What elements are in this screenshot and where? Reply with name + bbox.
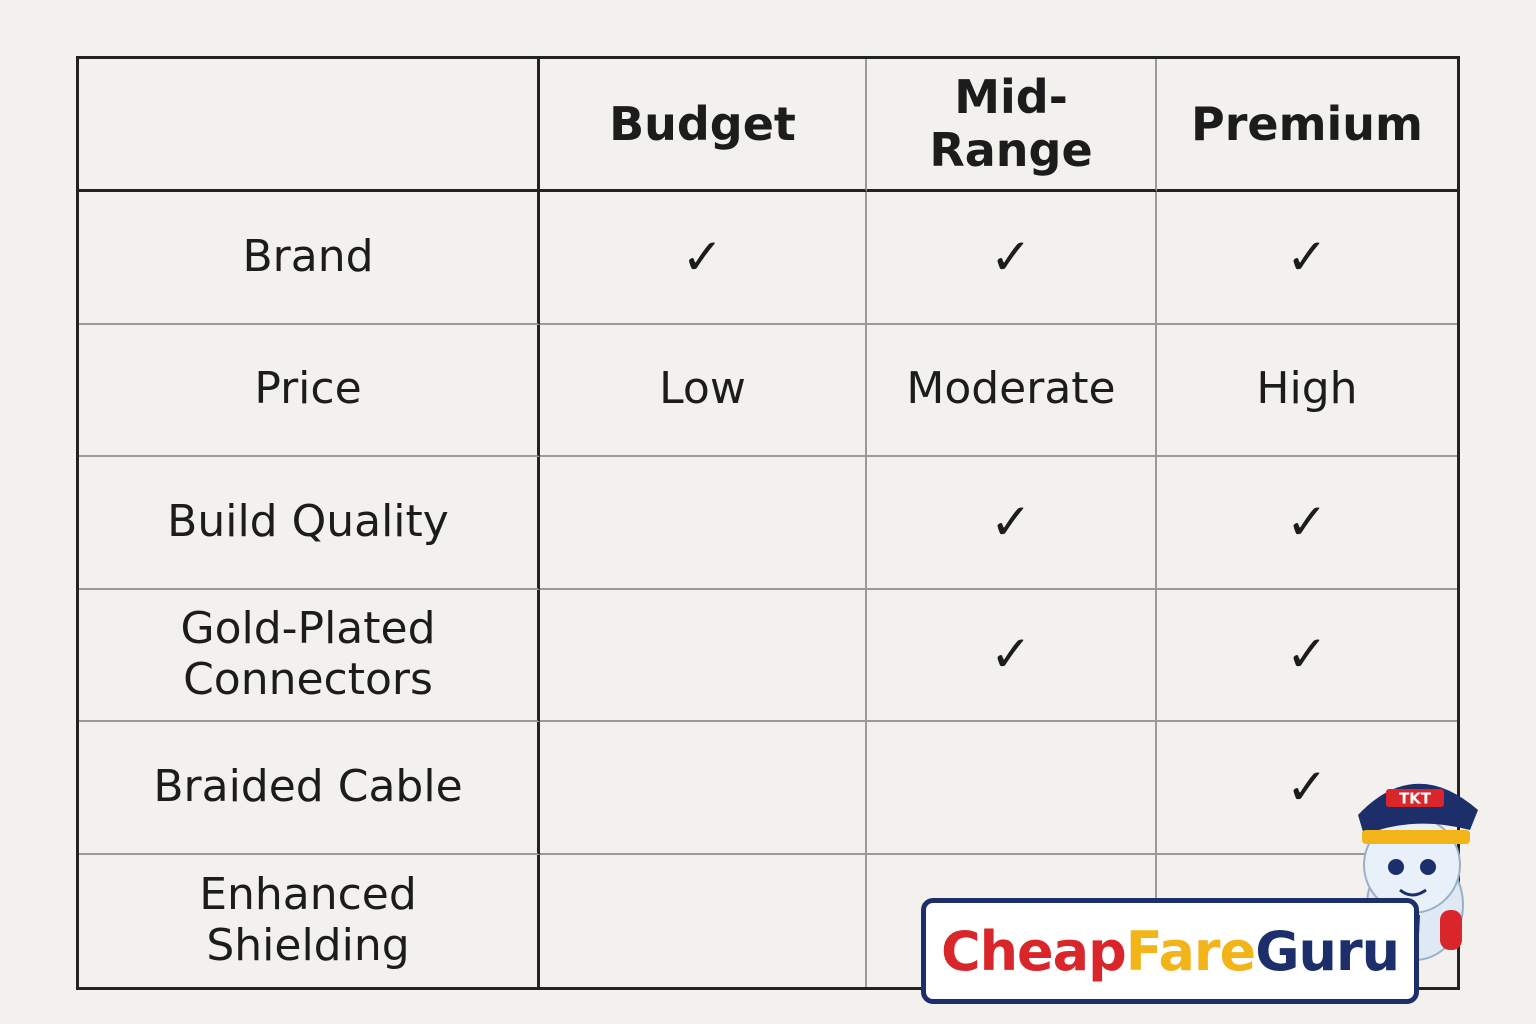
cell-text: ✓ xyxy=(990,492,1032,551)
cell-text: ✓ xyxy=(1286,492,1328,551)
cell-text: Premium xyxy=(1191,96,1423,151)
table-cell xyxy=(867,722,1157,855)
cell-text: ✓ xyxy=(681,227,724,286)
watermark-part: Cheap xyxy=(940,919,1127,983)
table-cell: ✓ xyxy=(867,589,1157,722)
cell-text: ✓ xyxy=(990,227,1032,286)
table-cell: ✓ xyxy=(1157,192,1457,325)
cell-text: Price xyxy=(254,363,362,415)
table-cell: ✓ xyxy=(540,192,867,325)
table-cell: ✓ xyxy=(1157,590,1457,722)
cell-text: ✓ xyxy=(990,625,1032,683)
cell-text: Enhanced Shielding xyxy=(199,869,417,971)
table-cell: ✓ xyxy=(867,457,1157,590)
column-header: Mid-Range xyxy=(867,59,1157,192)
row-label: Price xyxy=(79,324,540,457)
row-label: Enhanced Shielding xyxy=(79,854,540,987)
table-cell xyxy=(540,722,867,855)
cell-text: Budget xyxy=(609,96,796,151)
cell-text: Build Quality xyxy=(167,495,449,547)
badge-text: TKT xyxy=(1399,790,1432,808)
column-header: Premium xyxy=(1157,59,1457,192)
cell-text: Braided Cable xyxy=(153,760,463,812)
cell-text: ✓ xyxy=(1286,757,1328,816)
table-cell: ✓ xyxy=(1157,722,1457,855)
table-cell: ✓ xyxy=(1157,457,1457,590)
cell-text: High xyxy=(1256,363,1358,415)
table-cell xyxy=(540,589,867,722)
watermark: Cheap Fare Guru xyxy=(921,898,1419,1004)
row-label: Brand xyxy=(79,192,540,325)
watermark-part: Fare xyxy=(1125,919,1256,983)
column-header: Budget xyxy=(540,59,867,192)
row-label: Braided Cable xyxy=(79,722,540,855)
row-label: Gold-Plated Connectors xyxy=(79,589,540,722)
cell-text: Brand xyxy=(242,230,374,282)
table-cell xyxy=(540,457,867,590)
cell-text: Moderate xyxy=(906,363,1116,415)
cell-text: ✓ xyxy=(1286,625,1328,683)
cell-text: ✓ xyxy=(1286,227,1328,286)
watermark-part: Guru xyxy=(1255,919,1400,983)
corner-cell xyxy=(79,59,540,192)
table-cell xyxy=(540,854,867,987)
comparison-table: Budget Mid-Range Premium Brand ✓ ✓ ✓ Price Low Mo… xyxy=(76,56,1460,990)
row-label: Build Quality xyxy=(79,457,540,590)
table-cell: High xyxy=(1157,325,1457,457)
table-cell: ✓ xyxy=(867,192,1157,325)
table-cell: Low xyxy=(540,324,867,457)
cell-text: Gold-Plated Connectors xyxy=(180,603,436,705)
cell-text: Mid-Range xyxy=(929,70,1093,177)
table-cell: Moderate xyxy=(867,324,1157,457)
cell-text: Low xyxy=(659,363,746,415)
